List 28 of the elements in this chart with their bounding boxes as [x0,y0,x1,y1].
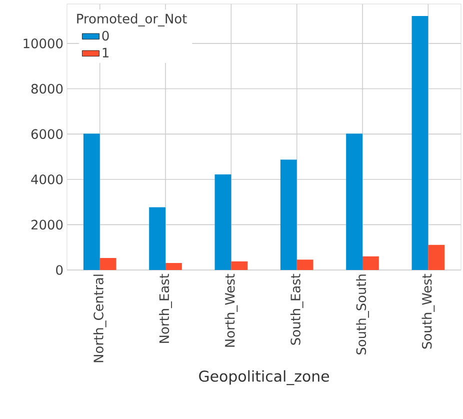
bar [231,261,248,270]
y-tick-label: 0 [56,265,63,275]
bar [100,258,116,270]
bar [346,134,363,270]
bar [412,16,428,270]
bar [280,160,297,270]
x-tick-label: South_West [422,274,435,349]
legend-label: 1 [102,48,108,58]
legend-title: Promoted_or_Not [77,14,187,26]
bar [83,134,100,270]
bar [214,174,232,270]
bar [428,244,445,270]
x-tick-label: North_West [224,274,238,347]
bar [149,207,166,270]
bar [166,262,182,270]
bar [296,260,314,270]
y-tick-label: 8000 [31,84,63,94]
y-tick-label: 10000 [24,38,63,48]
x-tick-label: South_East [290,274,304,345]
y-tick-label: 6000 [31,129,63,139]
y-tick-label: 2000 [31,220,63,230]
bar [362,256,379,270]
x-tick-label: North_Central [93,274,106,362]
x-axis-title: Geopolitical_zone [199,370,329,386]
x-tick-label: North_East [159,274,172,343]
x-tick-label: South_South [356,274,369,354]
y-tick-label: 4000 [31,174,63,184]
legend-label: 0 [102,30,109,41]
